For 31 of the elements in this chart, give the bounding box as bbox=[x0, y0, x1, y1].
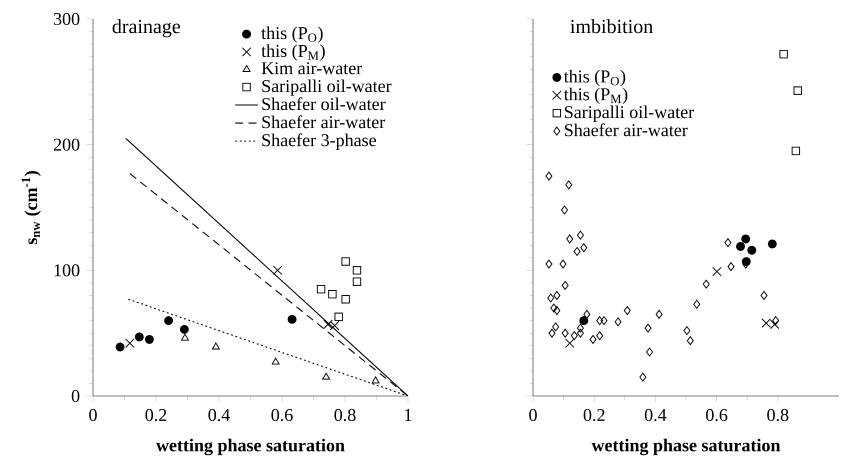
x-tick-label: 0 bbox=[529, 408, 537, 422]
x-axis-title: wetting phase saturation bbox=[592, 438, 780, 456]
legend-label: Saripalli oil-water bbox=[564, 106, 694, 122]
legend-label: this (P$_{O}$) bbox=[564, 70, 626, 86]
legend-label: Shaefer air-water bbox=[262, 115, 386, 128]
x-tick-label: 0.2 bbox=[145, 408, 166, 422]
legend-label: this (P$_{M}$) bbox=[261, 44, 325, 61]
legend-label: this (P$_{M}$) bbox=[564, 88, 628, 104]
x-tick-label: 0.4 bbox=[644, 408, 666, 422]
chart-title: imbibition bbox=[570, 19, 653, 34]
x-tick-label: 0.8 bbox=[334, 408, 356, 422]
x-tick-label: 0.6 bbox=[706, 408, 728, 422]
legend-label: Kim air-water bbox=[262, 62, 362, 74]
legend-label: this (P$_{O}$) bbox=[261, 26, 323, 43]
x-tick-label: 0.4 bbox=[208, 408, 230, 422]
legend-label: Saripalli oil-water bbox=[262, 79, 392, 96]
x-axis-title: wetting phase saturation bbox=[156, 438, 345, 456]
y-tick-label: 0 bbox=[72, 390, 80, 402]
chart-title: drainage bbox=[112, 19, 180, 38]
x-tick-label: 0.2 bbox=[584, 408, 604, 422]
y-axis-title: s$_{nw}$ (cm$^{-1}$) bbox=[22, 171, 41, 244]
legend-label: Shaefer oil-water bbox=[262, 97, 386, 110]
legend-label: Shaefer air-water bbox=[564, 123, 688, 136]
legend-label: Shaefer 3-phase bbox=[262, 133, 376, 150]
x-tick-label: 1 bbox=[405, 408, 412, 421]
x-tick-label: 0.6 bbox=[271, 408, 293, 422]
x-tick-label: 0.8 bbox=[767, 408, 788, 422]
y-tick-label: 100 bbox=[54, 264, 80, 276]
y-tick-label: 200 bbox=[54, 138, 80, 151]
x-tick-label: 0 bbox=[89, 408, 97, 422]
y-tick-label: 300 bbox=[54, 12, 80, 26]
